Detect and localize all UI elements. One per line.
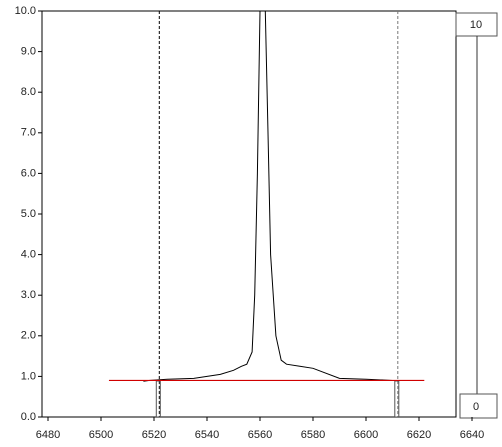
slider-max-label: 10 — [470, 19, 482, 31]
x-tick-label: 6620 — [407, 429, 431, 441]
y-tick-label: 10.0 — [15, 5, 36, 17]
y-tick-label: 2.0 — [21, 330, 36, 342]
y-tick-label: 4.0 — [21, 249, 36, 261]
y-tick-label: 0.0 — [21, 411, 36, 423]
x-tick-label: 6580 — [301, 429, 325, 441]
y-tick-label: 5.0 — [21, 208, 36, 220]
x-tick-label: 6500 — [89, 429, 113, 441]
x-tick-label: 6600 — [354, 429, 378, 441]
spectrum-line — [143, 11, 398, 382]
x-tick-label: 6480 — [36, 429, 60, 441]
plot-frame — [41, 10, 457, 418]
y-tick-label: 3.0 — [21, 289, 36, 301]
slider[interactable]: 10 0 — [455, 12, 498, 419]
y-tick-label: 9.0 — [21, 46, 36, 58]
y-tick-label: 7.0 — [21, 127, 36, 139]
slider-min-box[interactable] — [459, 393, 498, 419]
y-tick-label: 1.0 — [21, 370, 36, 382]
x-tick-label: 6560 — [248, 429, 272, 441]
slider-min-label: 0 — [473, 401, 479, 413]
y-tick-label: 6.0 — [21, 167, 36, 179]
x-tick-label: 6540 — [195, 429, 219, 441]
x-tick-label: 6520 — [142, 429, 166, 441]
plot-content — [143, 11, 400, 417]
x-tick-label: 6640 — [460, 429, 484, 441]
y-tick-label: 8.0 — [21, 86, 36, 98]
